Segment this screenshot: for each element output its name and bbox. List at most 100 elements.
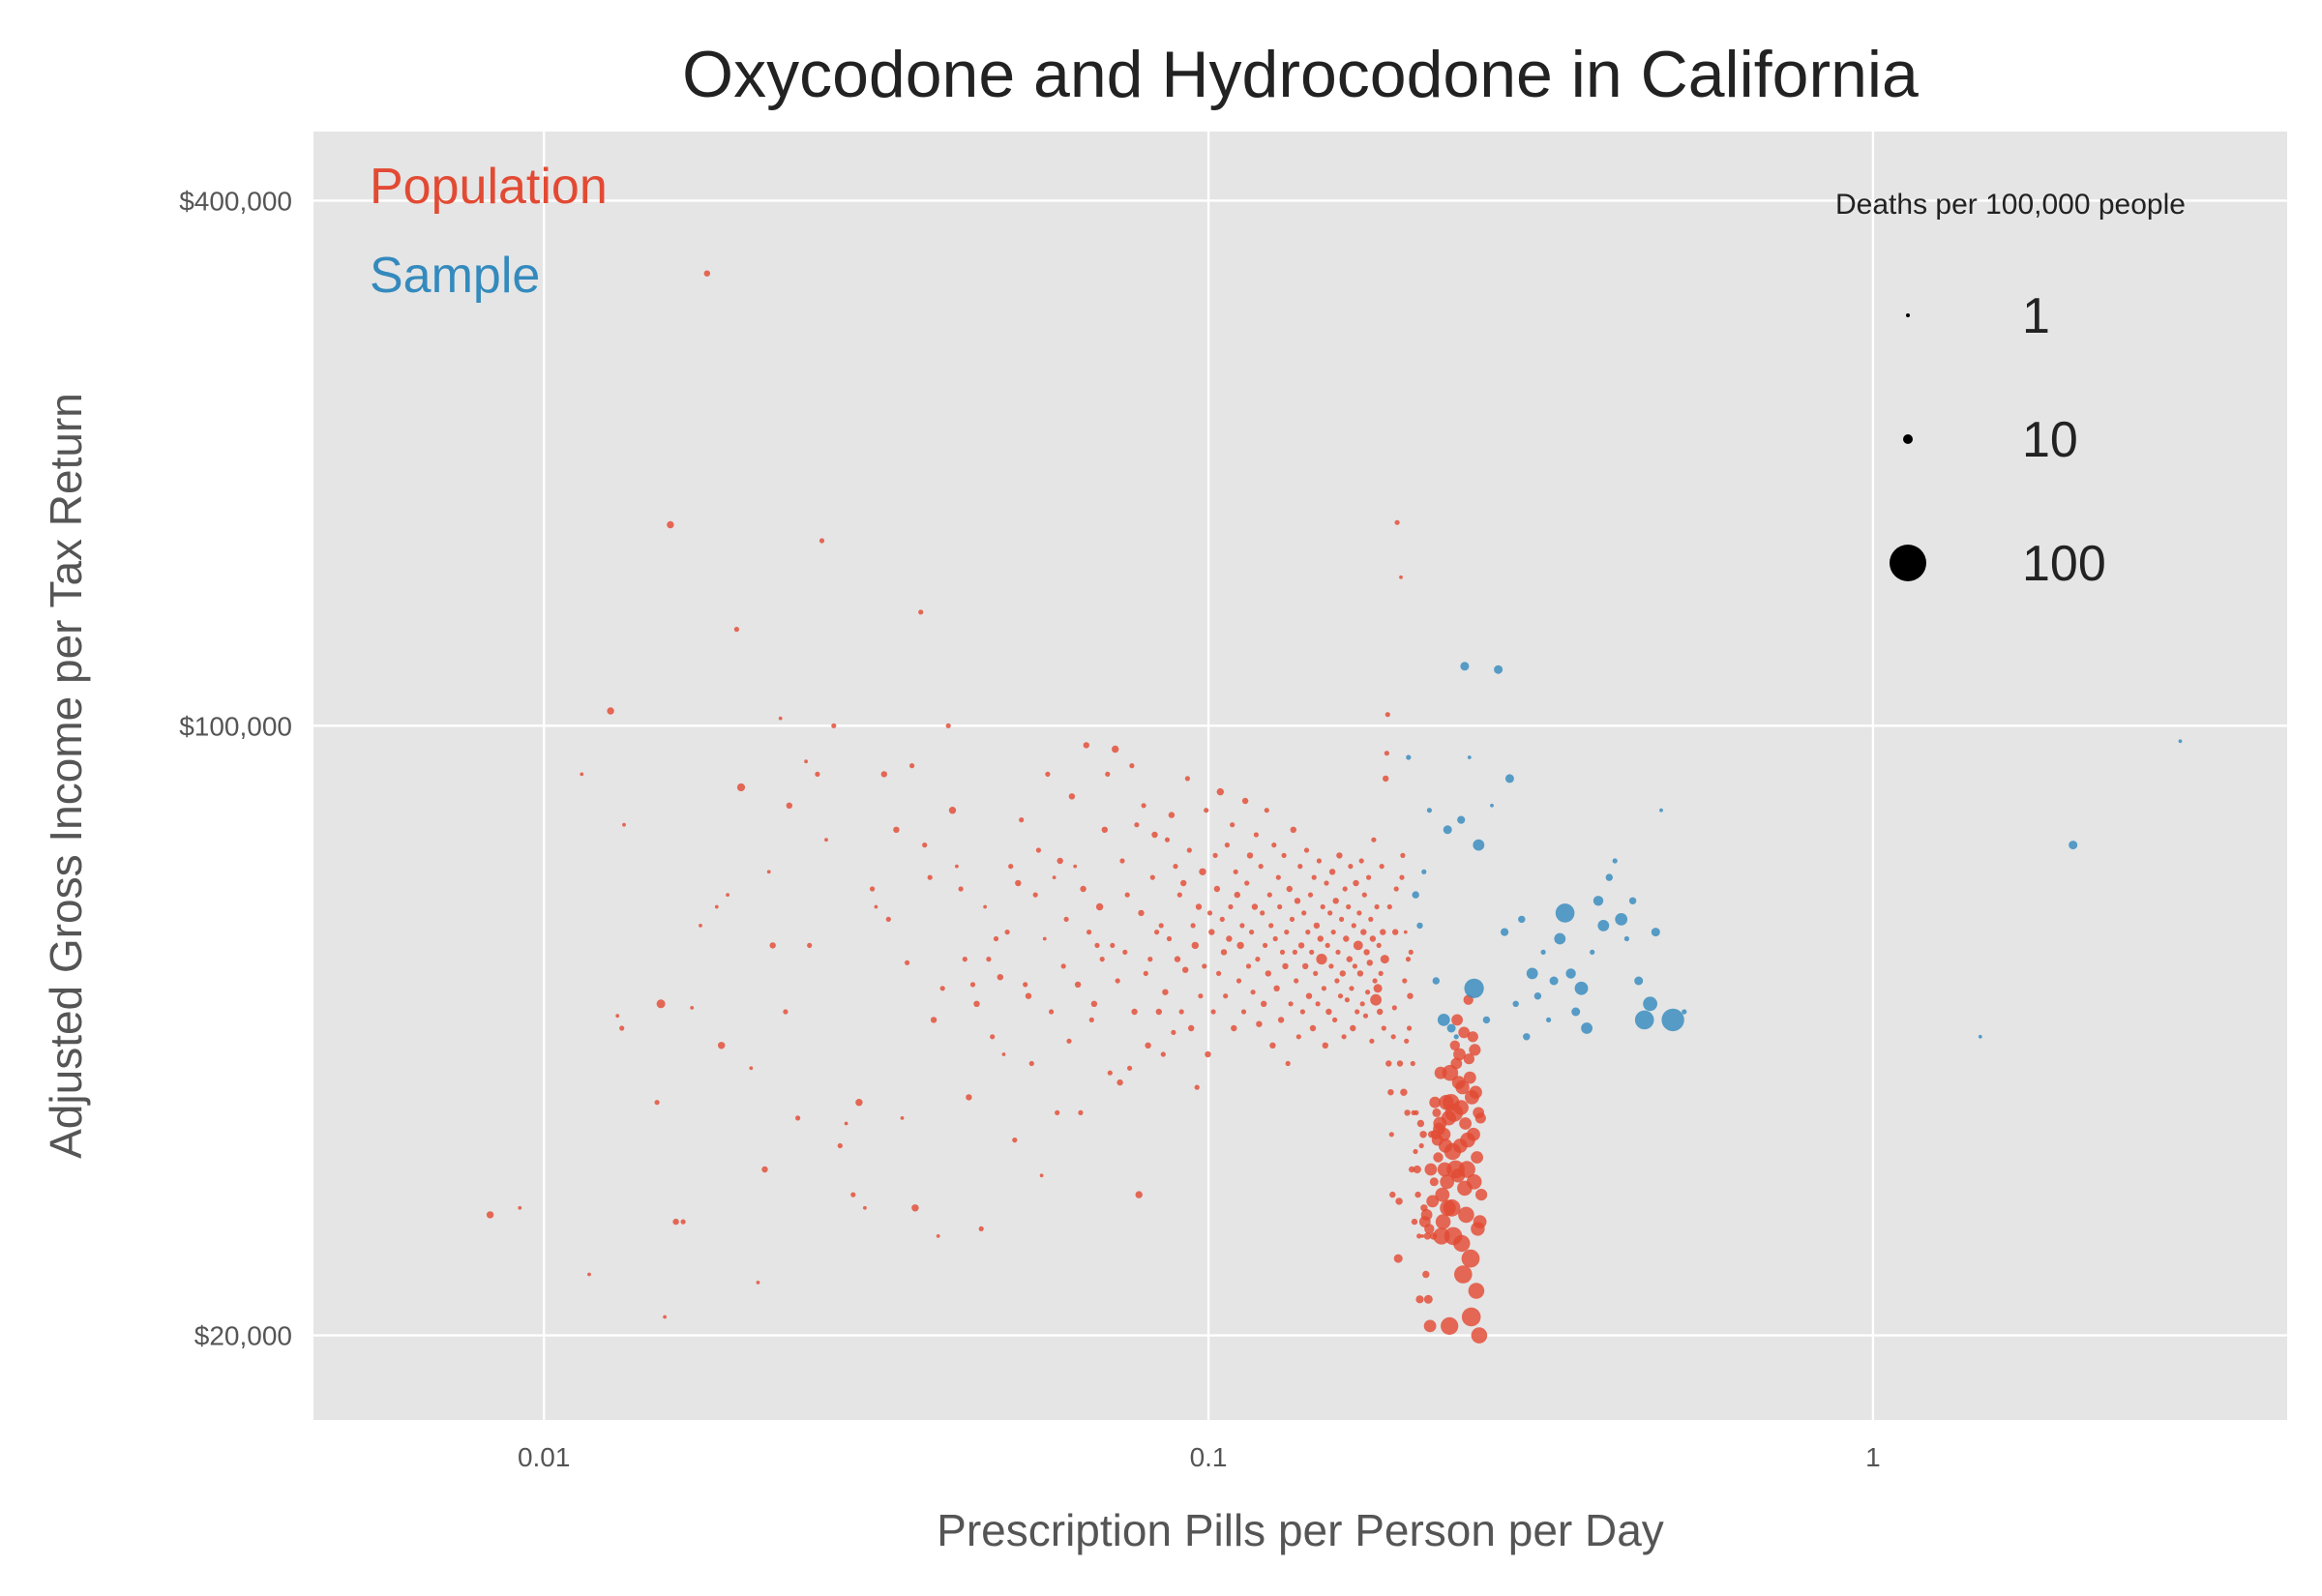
data-point — [690, 1006, 695, 1010]
data-point — [1049, 1009, 1055, 1015]
data-point — [1244, 880, 1250, 886]
data-point — [1269, 1042, 1276, 1049]
data-point — [1414, 1191, 1421, 1198]
data-point — [1166, 935, 1173, 942]
data-point — [945, 723, 951, 728]
data-point — [1518, 915, 1526, 924]
data-point — [1336, 852, 1343, 859]
data-point — [1134, 822, 1140, 828]
data-point — [1533, 992, 1542, 1000]
data-point — [870, 886, 876, 892]
data-point — [1250, 990, 1256, 995]
data-point — [1083, 742, 1090, 749]
data-point — [893, 826, 900, 833]
data-point — [1275, 874, 1281, 880]
data-point — [1423, 1232, 1432, 1240]
data-point — [1299, 1009, 1305, 1015]
data-point — [863, 1205, 867, 1210]
data-point — [1023, 982, 1028, 988]
data-point — [1256, 1020, 1263, 1027]
data-point — [1374, 903, 1380, 910]
data-point — [1469, 1085, 1482, 1099]
data-point — [1328, 963, 1334, 969]
data-point — [1371, 837, 1377, 842]
data-point — [1475, 1189, 1488, 1201]
data-point — [1220, 949, 1228, 956]
data-point — [1282, 962, 1289, 970]
data-point — [1116, 1079, 1123, 1086]
data-point — [1429, 1096, 1442, 1108]
data-point — [1315, 1001, 1321, 1007]
data-point — [1112, 745, 1119, 754]
data-point — [1182, 966, 1189, 973]
data-point — [1268, 923, 1274, 929]
data-point — [1028, 1060, 1034, 1067]
data-point — [1339, 916, 1345, 923]
data-point — [831, 723, 837, 728]
data-point — [1581, 1022, 1593, 1034]
data-point — [1418, 1142, 1424, 1149]
data-point — [1284, 930, 1290, 935]
data-point — [1004, 930, 1010, 935]
data-point — [1409, 1166, 1415, 1173]
data-point — [1366, 874, 1372, 880]
data-point — [1290, 826, 1297, 833]
data-point — [1504, 774, 1514, 783]
data-point — [1469, 1044, 1481, 1056]
data-point — [1155, 1008, 1163, 1016]
data-point — [922, 842, 928, 848]
data-point — [1216, 970, 1222, 977]
data-point — [1042, 936, 1047, 941]
data-point — [1363, 949, 1370, 956]
data-point — [1440, 1174, 1455, 1190]
data-point — [783, 1009, 789, 1015]
data-point — [1147, 957, 1153, 962]
data-point — [1253, 832, 1259, 838]
data-point — [990, 1034, 996, 1040]
data-point — [1228, 903, 1234, 910]
data-point — [1289, 916, 1295, 923]
data-point — [966, 1094, 972, 1101]
data-point — [1400, 852, 1406, 859]
data-point — [1435, 1214, 1451, 1229]
data-point — [733, 627, 740, 633]
data-point — [2178, 739, 2183, 744]
data-point — [1385, 1060, 1392, 1067]
y-tick-label: $400,000 — [179, 186, 292, 216]
data-point — [1453, 1034, 1459, 1040]
x-axis-label: Prescription Pills per Person per Day — [937, 1505, 1664, 1555]
data-point — [1441, 1316, 1459, 1335]
data-point — [1464, 978, 1484, 998]
data-point — [1025, 992, 1032, 999]
data-point — [1546, 1017, 1552, 1022]
y-axis-label: Adjusted Gross Income per Tax Return — [41, 393, 91, 1159]
data-point — [1008, 864, 1014, 870]
data-point — [1411, 1218, 1418, 1226]
data-point — [1206, 910, 1213, 916]
data-point — [1261, 1000, 1267, 1008]
data-point — [1327, 910, 1333, 916]
data-point — [699, 924, 702, 928]
data-point — [1154, 930, 1160, 935]
size-legend-marker-10 — [1903, 434, 1913, 444]
data-point — [1634, 1010, 1654, 1030]
data-points — [486, 270, 2183, 1344]
data-point — [1399, 874, 1405, 880]
data-point — [1433, 1152, 1444, 1163]
data-point — [1297, 864, 1303, 870]
data-point — [1032, 892, 1038, 898]
data-point — [1659, 808, 1663, 813]
data-point — [1191, 941, 1200, 950]
data-point — [807, 942, 813, 949]
data-point — [1334, 978, 1340, 984]
data-point — [939, 986, 945, 991]
data-point — [1115, 978, 1120, 984]
data-point — [1352, 963, 1357, 969]
data-point — [1461, 1249, 1480, 1268]
data-point — [1574, 981, 1589, 995]
series-sample-points — [1406, 662, 2183, 1041]
data-point — [997, 974, 1004, 981]
data-point — [1455, 1079, 1470, 1095]
data-point — [1421, 869, 1427, 874]
data-point — [1390, 1034, 1396, 1040]
